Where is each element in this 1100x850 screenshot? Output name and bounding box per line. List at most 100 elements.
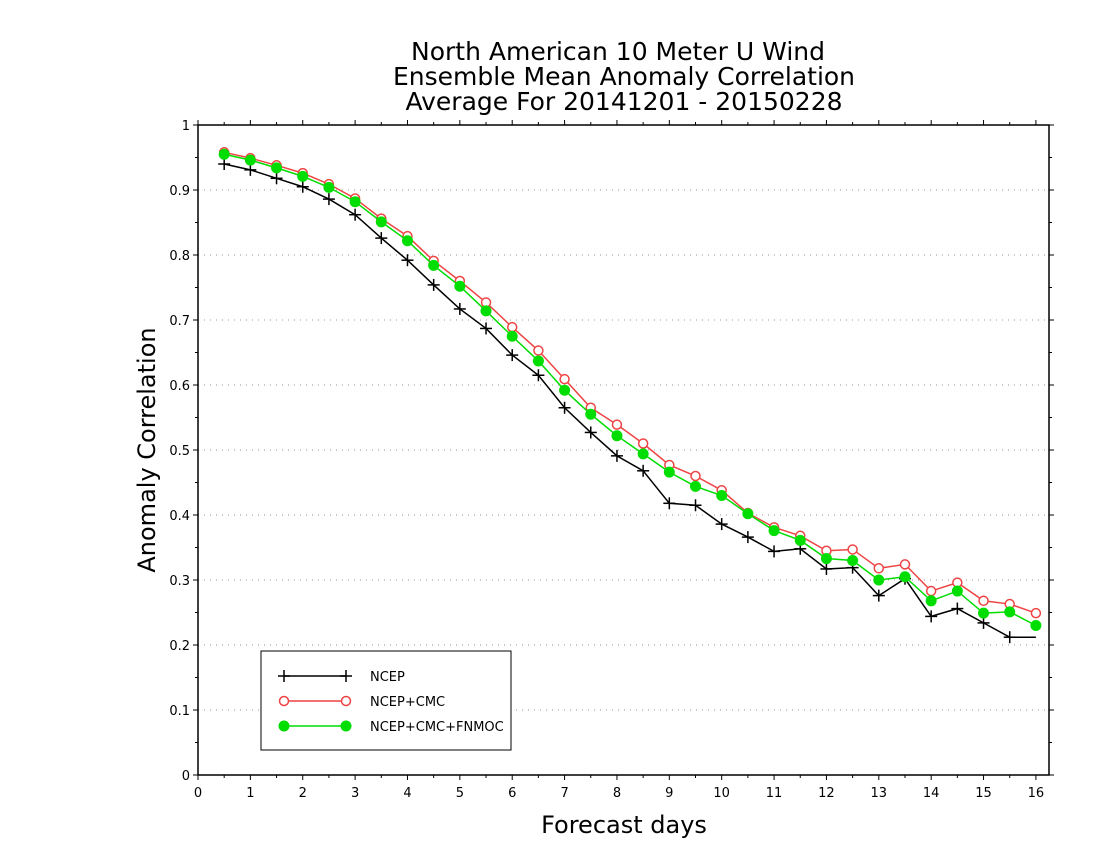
data-point — [768, 545, 781, 558]
y-tick-label: 0.1 — [169, 704, 190, 719]
data-point — [427, 278, 440, 291]
data-point — [1004, 606, 1016, 618]
data-point — [899, 571, 911, 583]
chart-title-line-2: Ensemble Mean Anomaly Correlation — [393, 62, 855, 91]
data-point — [689, 499, 702, 512]
data-point — [637, 448, 649, 460]
legend: NCEP NCEP+CMC NCEP+CMC+FNMOC — [260, 650, 512, 751]
series-ncep-cmc — [218, 147, 1042, 619]
data-point — [480, 305, 492, 317]
data-point — [820, 553, 832, 565]
data-point — [637, 464, 650, 477]
data-point — [244, 154, 256, 166]
y-tick-label: 0.2 — [169, 639, 190, 654]
data-point — [270, 172, 283, 185]
data-point — [375, 216, 387, 228]
data-point — [584, 426, 597, 439]
x-tick-label: 5 — [456, 786, 464, 801]
x-tick-label: 14 — [923, 786, 940, 801]
data-point — [741, 531, 754, 544]
data-point — [611, 419, 623, 430]
legend-marker — [340, 720, 352, 732]
chart-title-line-1: North American 10 Meter U Wind — [411, 37, 825, 66]
x-tick-label: 10 — [713, 786, 730, 801]
data-point — [349, 196, 361, 208]
data-point — [349, 208, 362, 221]
chart-title-line-3: Average For 20141201 - 20150228 — [405, 87, 842, 116]
legend-label: NCEP+CMC+FNMOC — [370, 720, 504, 735]
data-point — [428, 259, 440, 271]
data-point — [847, 555, 859, 566]
y-tick-label: 0.7 — [169, 314, 190, 329]
legend-marker — [278, 695, 290, 707]
legend-marker — [340, 695, 352, 707]
data-point — [585, 408, 597, 420]
x-tick-label: 11 — [766, 786, 783, 801]
data-point — [375, 232, 388, 245]
y-tick-label: 0.9 — [169, 184, 190, 199]
data-point — [533, 345, 544, 356]
y-tick-label: 0.8 — [169, 249, 190, 264]
data-point — [978, 607, 990, 619]
series-ncep — [218, 158, 1036, 644]
x-tick-label: 13 — [871, 786, 888, 801]
legend-item: NCEP+CMC+FNMOC — [278, 720, 504, 735]
data-point — [323, 181, 335, 193]
data-point — [716, 490, 728, 501]
x-tick-label: 6 — [508, 786, 516, 801]
data-point — [977, 616, 990, 629]
x-tick-label: 16 — [1028, 786, 1045, 801]
data-point — [244, 163, 257, 176]
series — [218, 147, 1042, 644]
data-point — [925, 585, 937, 597]
data-point — [506, 330, 518, 342]
data-point — [663, 497, 676, 510]
data-point — [401, 235, 413, 247]
legend-marker — [340, 670, 352, 682]
data-point — [480, 322, 493, 335]
data-point — [532, 369, 545, 382]
y-tick-label: 0.3 — [169, 574, 190, 589]
x-tick-label: 0 — [194, 786, 202, 801]
data-point — [873, 574, 885, 586]
legend-label: NCEP+CMC — [370, 695, 445, 710]
data-point — [768, 525, 780, 537]
series-ncep-cmc-fnmoc — [218, 148, 1042, 631]
y-tick-label: 1 — [182, 119, 190, 134]
data-point — [637, 438, 649, 449]
series-line — [224, 163, 1036, 638]
data-point — [925, 610, 938, 623]
data-point — [218, 148, 230, 160]
data-point — [453, 302, 466, 315]
data-point — [742, 508, 754, 520]
y-tick-label: 0.5 — [169, 444, 190, 459]
x-tick-label: 12 — [818, 786, 835, 801]
data-point — [454, 280, 466, 292]
data-point — [1030, 607, 1042, 619]
data-point — [611, 430, 623, 442]
data-point — [506, 349, 519, 362]
data-point — [715, 518, 728, 531]
data-point — [322, 193, 335, 206]
data-point — [925, 595, 937, 607]
data-point — [559, 384, 571, 396]
data-point — [1003, 631, 1016, 644]
x-tick-label: 9 — [665, 786, 673, 801]
x-tick-label: 1 — [246, 786, 254, 801]
legend-marker — [278, 670, 290, 682]
data-point — [506, 321, 518, 333]
x-tick-label: 15 — [975, 786, 992, 801]
x-tick-label: 3 — [351, 786, 359, 801]
y-axis-title: Anomaly Correlation — [133, 327, 161, 572]
legend-item: NCEP+CMC — [278, 695, 445, 710]
data-point — [558, 401, 571, 414]
data-point — [610, 449, 623, 462]
data-point — [663, 466, 675, 478]
x-axis-title: Forecast days — [541, 811, 707, 839]
data-point — [978, 595, 989, 607]
data-point — [1030, 620, 1042, 631]
axis-ticks: 00.10.20.30.40.50.60.70.80.910 1 2 3 4 5 6 7 8 9 1… — [169, 119, 1054, 801]
data-point — [820, 562, 833, 575]
legend-item: NCEP — [278, 670, 405, 685]
